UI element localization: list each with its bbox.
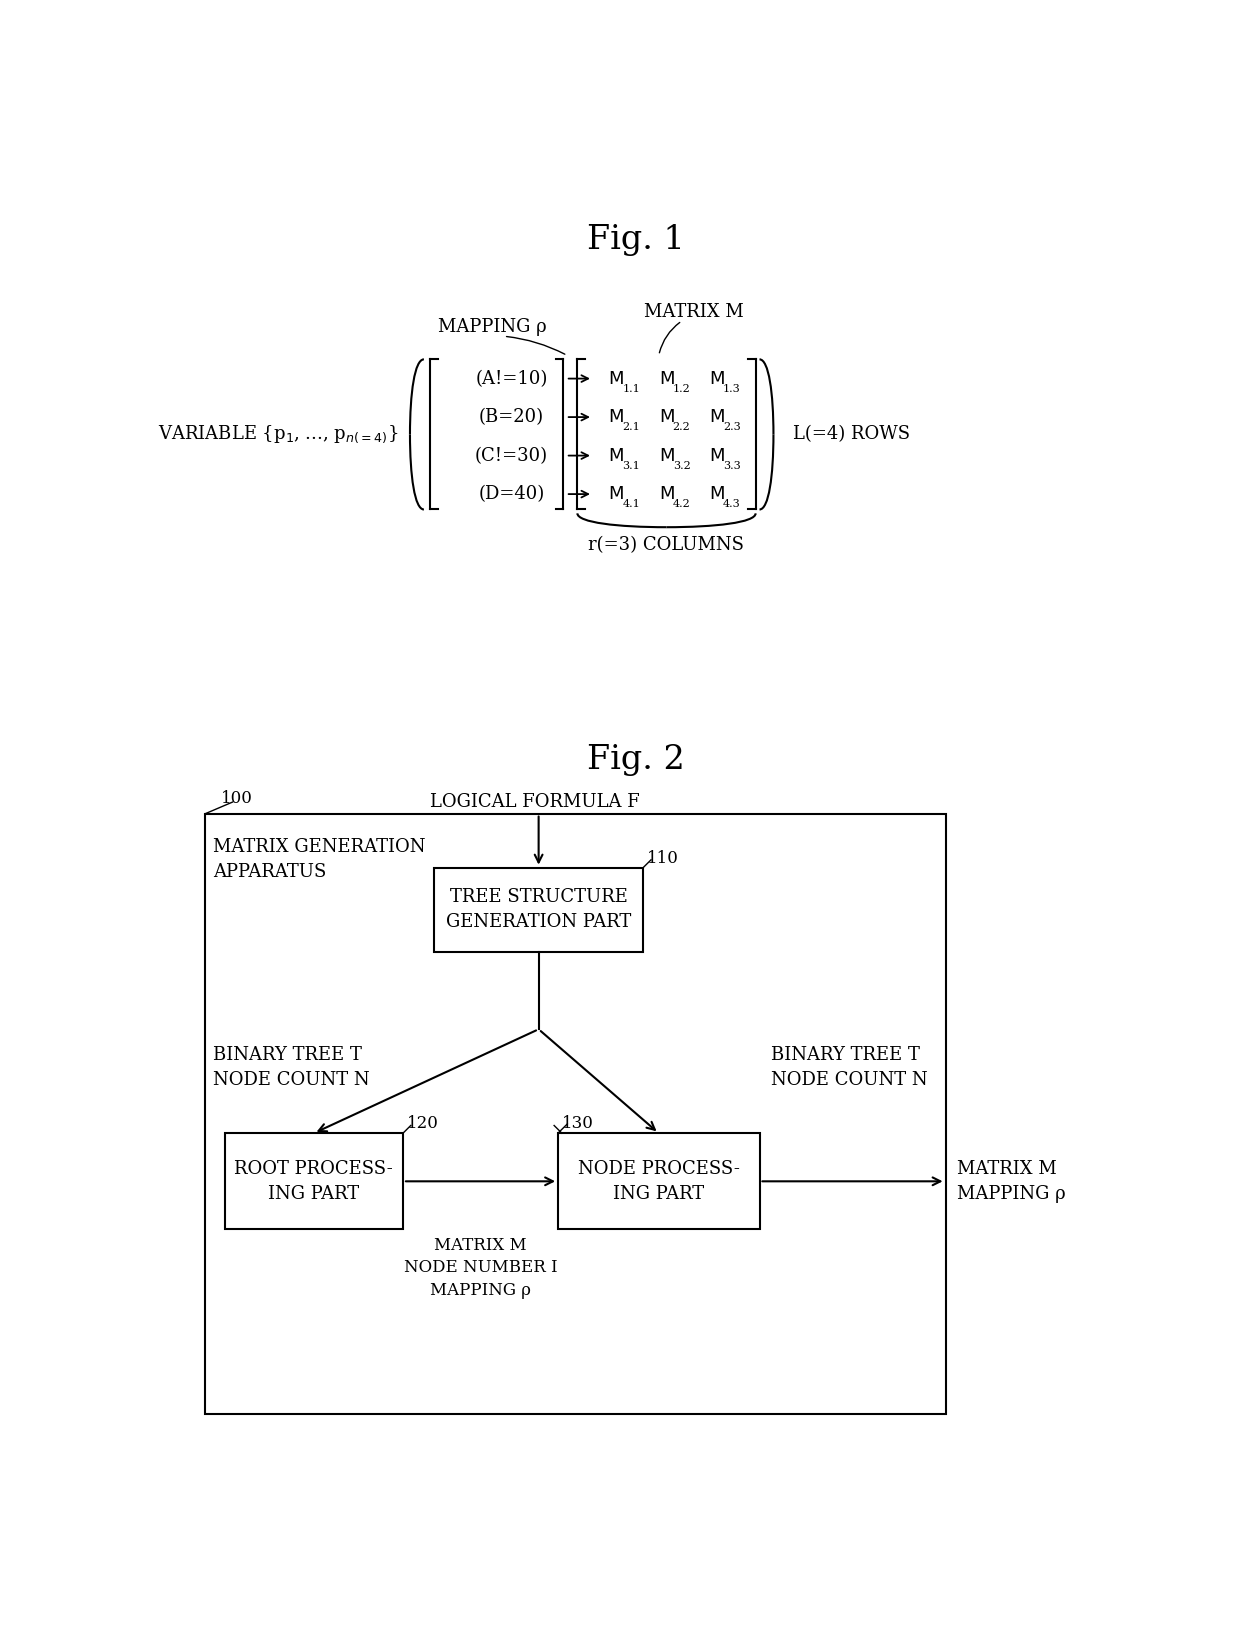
Text: LOGICAL FORMULA F: LOGICAL FORMULA F — [430, 794, 640, 810]
Text: TREE STRUCTURE
GENERATION PART: TREE STRUCTURE GENERATION PART — [446, 888, 631, 932]
Text: MATRIX GENERATION
APPARATUS: MATRIX GENERATION APPARATUS — [213, 838, 425, 881]
Text: 3.1: 3.1 — [622, 461, 640, 471]
Text: 130: 130 — [562, 1115, 594, 1133]
Text: $\mathrm{M}$: $\mathrm{M}$ — [658, 446, 675, 464]
Text: VARIABLE {p$_1$, ..., p$_{n(=4)}$}: VARIABLE {p$_1$, ..., p$_{n(=4)}$} — [157, 423, 398, 445]
Text: MATRIX M: MATRIX M — [644, 303, 744, 321]
Bar — [558, 1133, 759, 1229]
Text: 1.3: 1.3 — [723, 384, 740, 394]
Text: 1.1: 1.1 — [622, 384, 640, 394]
Bar — [224, 1133, 403, 1229]
Text: (C!=30): (C!=30) — [475, 446, 548, 464]
Text: 3.3: 3.3 — [723, 461, 740, 471]
Text: MATRIX M
NODE NUMBER I
MAPPING ρ: MATRIX M NODE NUMBER I MAPPING ρ — [404, 1237, 557, 1298]
Text: r(=3) COLUMNS: r(=3) COLUMNS — [589, 537, 744, 555]
Text: L(=4) ROWS: L(=4) ROWS — [792, 425, 910, 443]
Text: BINARY TREE T
NODE COUNT N: BINARY TREE T NODE COUNT N — [771, 1046, 928, 1089]
Text: 100: 100 — [221, 791, 253, 807]
Text: 2.2: 2.2 — [672, 423, 691, 433]
Text: $\mathrm{M}$: $\mathrm{M}$ — [709, 408, 724, 427]
Text: 2.1: 2.1 — [622, 423, 640, 433]
Text: 4.2: 4.2 — [672, 499, 691, 509]
Text: (D=40): (D=40) — [479, 486, 544, 502]
Text: $\mathrm{M}$: $\mathrm{M}$ — [709, 446, 724, 464]
Text: Fig. 1: Fig. 1 — [587, 224, 684, 255]
Text: BINARY TREE T
NODE COUNT N: BINARY TREE T NODE COUNT N — [213, 1046, 370, 1089]
Text: 110: 110 — [647, 850, 680, 866]
Text: $\mathrm{M}$: $\mathrm{M}$ — [609, 369, 624, 387]
Text: 1.2: 1.2 — [672, 384, 691, 394]
Text: Fig. 2: Fig. 2 — [587, 744, 684, 776]
Text: 3.2: 3.2 — [672, 461, 691, 471]
Text: $\mathrm{M}$: $\mathrm{M}$ — [658, 486, 675, 502]
Text: $\mathrm{M}$: $\mathrm{M}$ — [609, 408, 624, 427]
Text: $\mathrm{M}$: $\mathrm{M}$ — [709, 486, 724, 502]
Text: MAPPING ρ: MAPPING ρ — [438, 318, 547, 336]
Text: $\mathrm{M}$: $\mathrm{M}$ — [609, 446, 624, 464]
Text: MATRIX M
MAPPING ρ: MATRIX M MAPPING ρ — [957, 1159, 1065, 1202]
Text: 4.3: 4.3 — [723, 499, 740, 509]
Text: ROOT PROCESS-
ING PART: ROOT PROCESS- ING PART — [234, 1159, 393, 1202]
Text: $\mathrm{M}$: $\mathrm{M}$ — [658, 408, 675, 427]
Bar — [434, 868, 644, 952]
Text: $\mathrm{M}$: $\mathrm{M}$ — [609, 486, 624, 502]
Text: $\mathrm{M}$: $\mathrm{M}$ — [658, 369, 675, 387]
Text: $\mathrm{M}$: $\mathrm{M}$ — [709, 369, 724, 387]
Text: 120: 120 — [407, 1115, 439, 1133]
Text: 2.3: 2.3 — [723, 423, 740, 433]
Text: 4.1: 4.1 — [622, 499, 640, 509]
Text: (B=20): (B=20) — [479, 408, 544, 427]
Bar — [206, 814, 945, 1415]
Text: NODE PROCESS-
ING PART: NODE PROCESS- ING PART — [578, 1159, 740, 1202]
Text: (A!=10): (A!=10) — [475, 369, 548, 387]
